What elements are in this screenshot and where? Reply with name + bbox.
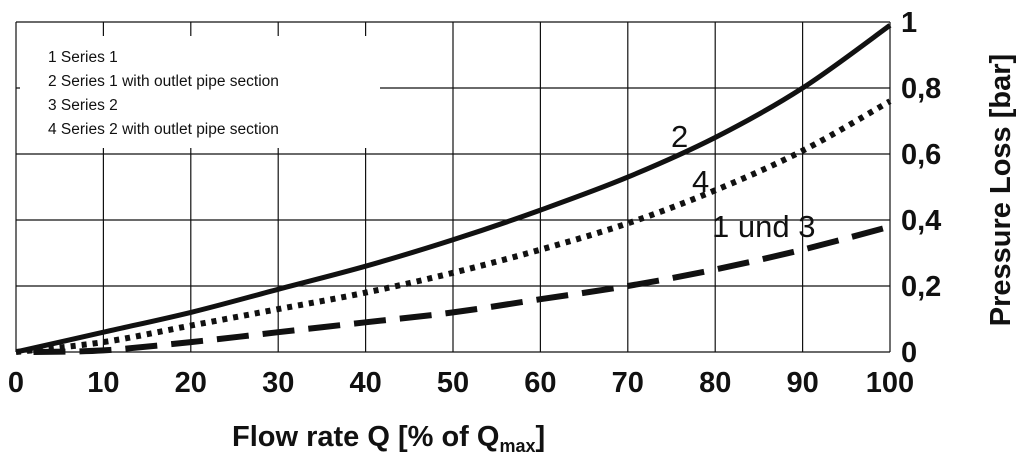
x-tick-label-40: 40 (349, 367, 381, 399)
legend-entry-2: 2 Series 1 with outlet pipe section (48, 73, 279, 90)
y-tick-label-0-8: 0,8 (901, 73, 941, 105)
x-axis-title-end: ] (536, 421, 546, 453)
series-label-4: 4 (692, 164, 709, 199)
plot-grid (15, 21, 891, 353)
series-line-4 (15, 98, 892, 355)
y-tick-label-0-6: 0,6 (901, 139, 941, 171)
y-tick-label-0: 0 (901, 337, 917, 369)
x-tick-label-60: 60 (524, 367, 556, 399)
y-tick-label-1: 1 (901, 7, 917, 39)
x-tick-label-70: 70 (612, 367, 644, 399)
x-axis-title-main: Flow rate Q [% of Q (232, 421, 499, 453)
x-tick-label-50: 50 (437, 367, 469, 399)
x-tick-label-10: 10 (87, 367, 119, 399)
x-axis-title: Flow rate Q [% of Qmax] (232, 421, 545, 454)
x-tick-label-100: 100 (866, 367, 914, 399)
y-axis-ticks: 0 0,2 0,4 0,6 0,8 1 (901, 7, 941, 369)
x-tick-label-80: 80 (699, 367, 731, 399)
x-tick-label-0: 0 (8, 367, 24, 399)
series-line-1-und-3 (33, 223, 891, 355)
x-tick-label-90: 90 (786, 367, 818, 399)
legend-entry-4: 4 Series 2 with outlet pipe section (48, 121, 279, 138)
series-lines (15, 23, 892, 355)
legend: 1 Series 1 2 Series 1 with outlet pipe s… (20, 36, 380, 148)
series-label-2: 2 (671, 119, 688, 154)
x-tick-label-30: 30 (262, 367, 294, 399)
y-tick-label-0-4: 0,4 (901, 205, 941, 237)
legend-entry-1: 1 Series 1 (48, 49, 118, 66)
y-axis-title: Pressure Loss [bar] (985, 54, 1017, 326)
series-label-1-und-3: 1 und 3 (712, 209, 815, 244)
x-axis-title-subscript: max (499, 436, 535, 454)
legend-entry-3: 3 Series 2 (48, 97, 118, 114)
series-line-2 (15, 23, 892, 355)
legend-background (20, 36, 380, 148)
x-tick-label-20: 20 (175, 367, 207, 399)
x-axis-ticks: 0 10 20 30 40 50 60 70 80 90 100 (8, 367, 914, 399)
y-tick-label-0-2: 0,2 (901, 271, 941, 303)
